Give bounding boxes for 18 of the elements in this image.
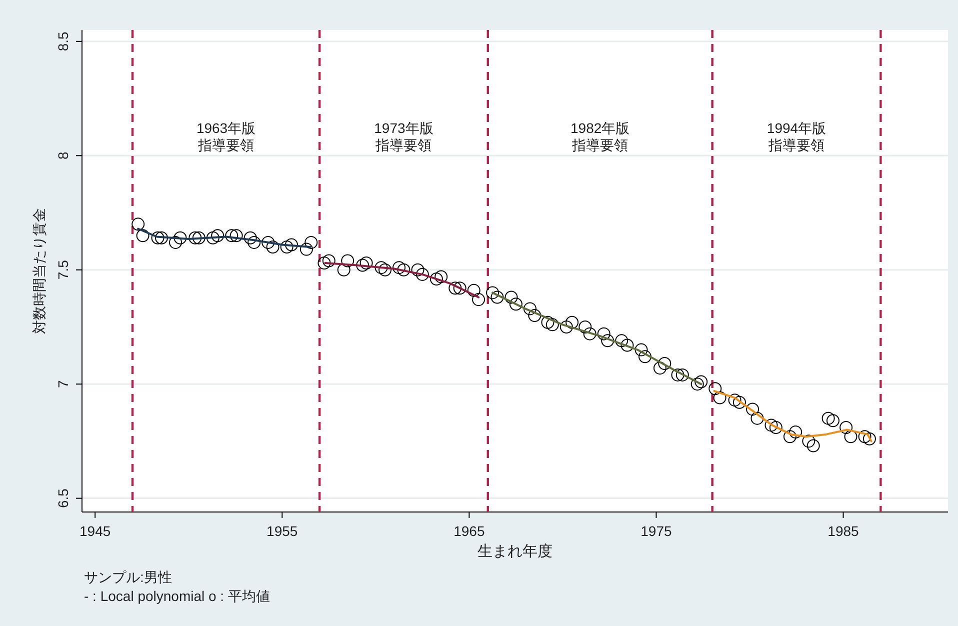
y-axis-title: 対数時間当たり賃金 — [31, 208, 47, 334]
y-tick-label: 8 — [55, 152, 71, 160]
y-tick-label: 7 — [55, 380, 71, 388]
y-tick-label: 8.5 — [55, 31, 71, 52]
text: - : Local polynomial o : 平均値 — [84, 588, 270, 604]
x-tick-label: 1945 — [80, 523, 111, 539]
x-tick-label: 1975 — [640, 523, 672, 539]
x-axis-title: 生まれ年度 — [478, 543, 552, 560]
x-tick-label: 1965 — [454, 523, 485, 539]
text: サンプル:男性 — [84, 569, 172, 585]
annotation: 1963年版指導要領 — [195, 120, 257, 154]
annotation: 1994年版指導要領 — [766, 120, 828, 154]
y-tick-label: 6.5 — [55, 488, 71, 508]
x-tick-label: 1985 — [828, 523, 860, 539]
annotation: 1973年版指導要領 — [373, 120, 434, 154]
x-tick-label: 1955 — [266, 523, 298, 539]
y-tick-label: 7.5 — [55, 260, 71, 280]
annotation: 1982年版指導要領 — [570, 120, 631, 154]
